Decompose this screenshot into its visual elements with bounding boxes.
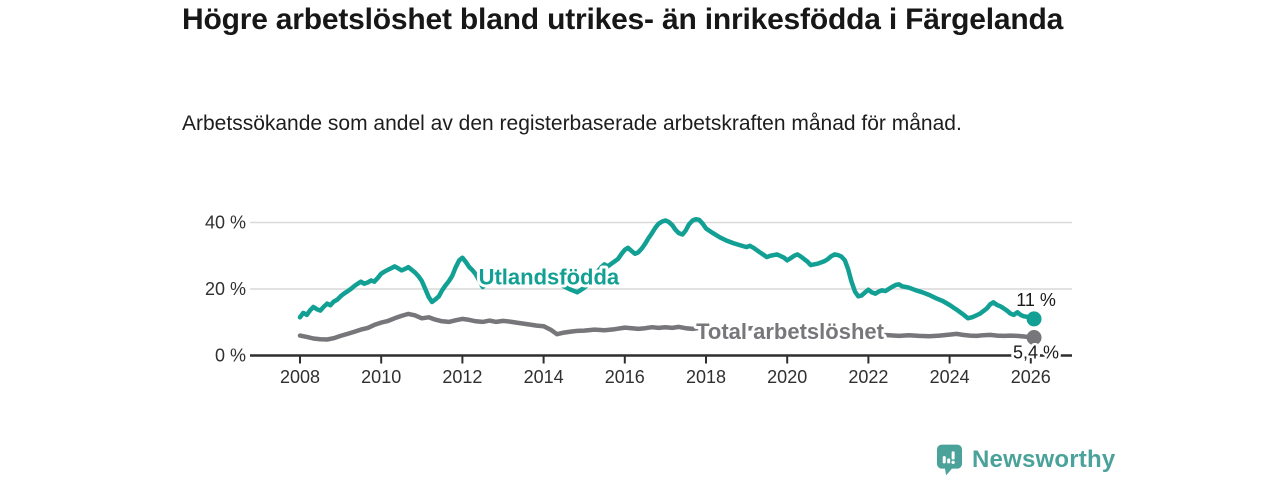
logo-bar-1: [942, 456, 946, 464]
x-axis-tick-label-2024: 2024: [930, 367, 970, 387]
series-inline-label-utlandsf-dda: Utlandsfödda: [479, 264, 620, 289]
logo-exclamation-bar: [951, 451, 955, 460]
newsworthy-brand: Newsworthy: [936, 444, 1115, 476]
newsworthy-logo-text: Newsworthy: [972, 446, 1116, 473]
series-inline-label-total-arbetsl-shet: Total arbetslöshet: [696, 319, 885, 344]
x-axis-tick-label-2010: 2010: [361, 367, 401, 387]
series-end-value-label-total-arbetsl-shet: 5,4 %: [1013, 343, 1059, 363]
logo-exclamation-dot: [951, 460, 955, 465]
chart-title: Högre arbetslöshet bland utrikes- än inr…: [182, 3, 1064, 36]
series-line-total-arbetsl-shet: [297, 311, 1037, 342]
series-end-dot-total-arbetsl-shet: [1026, 330, 1042, 346]
x-axis-tick-label-2020: 2020: [767, 367, 807, 387]
x-axis-tick-label-2018: 2018: [686, 367, 726, 387]
series-line-utlandsf-dda: [297, 216, 1037, 322]
series-end-dot-utlandsf-dda: [1026, 311, 1042, 327]
chart-subtitle: Arbetssökande som andel av den registerb…: [182, 112, 962, 135]
series-end-value-label-utlandsf-dda: 11 %: [1016, 290, 1056, 310]
x-axis-tick-label-2022: 2022: [848, 367, 888, 387]
newsworthy-logo-icon: [936, 444, 963, 476]
x-axis-tick-label-2014: 2014: [524, 367, 564, 387]
logo-bar-2: [947, 458, 951, 464]
y-axis-tick-label-20: 20 %: [205, 279, 246, 299]
x-axis-tick-label-2016: 2016: [605, 367, 645, 387]
x-axis-tick-label-2012: 2012: [442, 367, 482, 387]
y-axis-tick-label-40: 40 %: [205, 213, 246, 233]
y-axis-tick-label-0: 0 %: [215, 346, 246, 366]
x-axis-tick-label-2026: 2026: [1011, 367, 1051, 387]
x-axis-tick-label-2008: 2008: [280, 367, 320, 387]
